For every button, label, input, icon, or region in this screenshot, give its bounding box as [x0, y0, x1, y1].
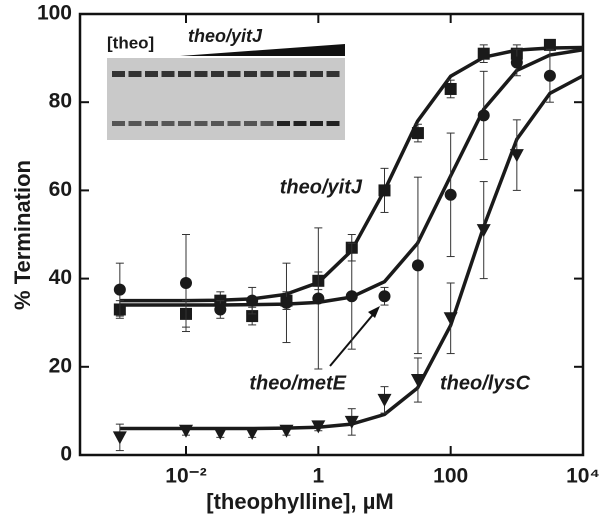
gel-inset: [theo] theo/yitJ	[107, 26, 345, 140]
annotation: theo/lysC	[440, 372, 531, 394]
arrow-head	[368, 306, 380, 318]
gel-band	[227, 71, 241, 77]
point	[477, 109, 490, 122]
gel-band	[310, 121, 323, 126]
gel-band	[244, 121, 257, 126]
x-tick-label: 100	[433, 465, 468, 488]
x-tick-label: 10⁴	[566, 465, 600, 488]
point	[246, 310, 259, 323]
point	[543, 38, 556, 51]
point	[543, 69, 556, 82]
gel-band	[194, 121, 208, 126]
x-tick-label: 10⁻²	[165, 465, 206, 488]
gel-band	[128, 71, 142, 77]
gel-band	[260, 71, 274, 77]
gel-band	[293, 71, 307, 77]
point	[476, 224, 491, 238]
x-axis-label: [theophylline], µM	[206, 489, 393, 514]
point	[311, 420, 326, 434]
y-tick-label: 100	[37, 2, 72, 25]
gel-band	[293, 121, 307, 126]
gel-band	[112, 121, 125, 126]
point	[443, 312, 458, 326]
point	[444, 82, 457, 95]
gel-band	[161, 71, 175, 77]
gel-band	[326, 121, 340, 126]
point	[246, 294, 259, 307]
point	[411, 127, 424, 140]
gel-band	[194, 71, 208, 77]
gel-band	[112, 71, 125, 77]
point	[245, 426, 260, 440]
point	[509, 149, 524, 163]
point	[279, 424, 294, 438]
gel-band	[178, 121, 191, 126]
point	[411, 259, 424, 272]
point	[180, 277, 193, 290]
gel-band	[277, 71, 290, 77]
annotation: theo/yitJ	[280, 176, 363, 198]
gel-band	[244, 71, 257, 77]
y-tick-label: 40	[49, 266, 72, 289]
gradient-wedge	[180, 44, 345, 56]
y-tick-label: 0	[60, 443, 72, 466]
annotation: theo/metE	[249, 372, 346, 394]
point	[510, 56, 523, 69]
inset-label: [theo]	[107, 33, 154, 52]
gel-band	[161, 121, 175, 126]
gel-band	[178, 71, 191, 77]
gel-band	[145, 121, 158, 126]
gel-band	[211, 121, 224, 126]
gel-band	[145, 71, 158, 77]
point	[113, 283, 126, 296]
point	[377, 393, 392, 407]
point	[213, 426, 228, 440]
y-tick-label: 60	[49, 178, 72, 201]
x-tick-label: 1	[312, 465, 324, 488]
point	[112, 431, 127, 445]
annotation-arrow	[329, 310, 377, 367]
gel-bands	[112, 71, 340, 126]
gel-image	[107, 58, 345, 140]
point	[444, 188, 457, 201]
gel-band	[227, 121, 241, 126]
y-tick-label: 80	[49, 90, 72, 113]
point	[345, 290, 358, 303]
gel-band	[277, 121, 290, 126]
gel-band	[310, 71, 323, 77]
gel-band	[211, 71, 224, 77]
y-tick-label: 20	[49, 354, 72, 377]
point	[410, 374, 425, 388]
inset-title: theo/yitJ	[188, 26, 263, 46]
gel-band	[128, 121, 142, 126]
plot-frame	[78, 12, 585, 457]
point	[477, 47, 490, 60]
point	[214, 303, 227, 316]
gel-band	[260, 121, 274, 126]
point	[280, 296, 293, 309]
point	[312, 292, 325, 305]
gel-band	[326, 71, 340, 77]
point	[179, 424, 194, 438]
y-axis-label: % Termination	[10, 160, 35, 310]
point	[378, 184, 391, 197]
point	[378, 290, 391, 303]
point	[344, 415, 359, 429]
